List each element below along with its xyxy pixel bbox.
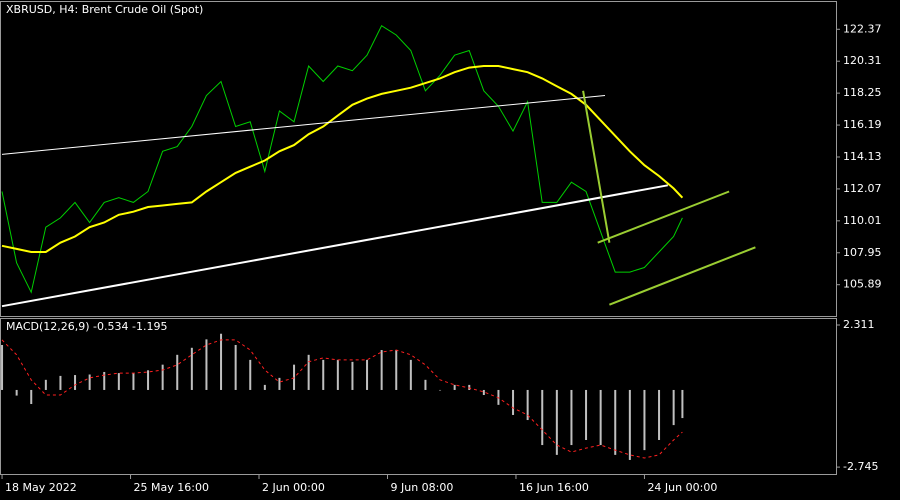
macd-title: MACD(12,26,9) -0.534 -1.195 xyxy=(6,320,167,333)
price-line xyxy=(1,65,684,253)
histogram-bar xyxy=(278,377,281,390)
histogram-bar xyxy=(74,375,77,390)
histogram-bar xyxy=(293,364,296,390)
histogram-bar xyxy=(672,389,675,426)
histogram-bar xyxy=(570,389,573,446)
histogram-bar xyxy=(161,364,164,390)
histogram-bar xyxy=(512,389,515,415)
histogram-bar xyxy=(453,384,456,390)
y-tick-label: 114.13 xyxy=(843,150,882,163)
y-tick-label: 107.95 xyxy=(843,246,882,259)
y-tick-label: 118.25 xyxy=(843,86,882,99)
histogram-bar xyxy=(526,389,529,421)
histogram-bar xyxy=(681,389,684,419)
y-tick-label: 105.89 xyxy=(843,278,882,291)
histogram-bar xyxy=(541,389,544,446)
y-tick-label: 120.31 xyxy=(843,54,882,67)
histogram-bar xyxy=(88,374,91,390)
histogram-bar xyxy=(103,371,106,390)
histogram-bar xyxy=(658,389,661,440)
x-tick-label: 18 May 2022 xyxy=(5,481,77,494)
histogram-bar xyxy=(44,379,47,390)
histogram-bar xyxy=(614,389,617,455)
trend-line xyxy=(582,90,611,243)
histogram-bar xyxy=(424,379,427,390)
histogram-bar xyxy=(322,359,325,390)
histogram-bar xyxy=(15,389,18,396)
y-tick-label: 116.19 xyxy=(843,118,882,131)
y-tick-label: 2.311 xyxy=(843,318,875,331)
histogram-bar xyxy=(132,373,135,390)
histogram-bar xyxy=(176,354,179,390)
histogram-bar xyxy=(190,347,193,390)
x-tick-label: 2 Jun 00:00 xyxy=(262,481,325,494)
histogram-bar xyxy=(366,359,369,390)
histogram-bar xyxy=(220,333,223,390)
histogram-bar xyxy=(30,389,33,405)
histogram-bar xyxy=(643,389,646,451)
histogram-bar xyxy=(249,359,252,390)
x-tick-label: 9 Jun 08:00 xyxy=(390,481,453,494)
histogram-bar xyxy=(1,344,4,390)
x-tick-label: 16 Jun 16:00 xyxy=(519,481,589,494)
price-title: XBRUSD, H4: Brent Crude Oil (Spot) xyxy=(6,3,203,16)
signal-line xyxy=(1,339,683,459)
trend-line xyxy=(1,184,668,308)
histogram-bar xyxy=(439,389,442,391)
price-line xyxy=(1,24,683,294)
histogram-bar xyxy=(380,350,383,390)
trend-line xyxy=(597,190,730,244)
histogram-bar xyxy=(395,350,398,390)
y-tick-label: 112.07 xyxy=(843,182,882,195)
macd-pane xyxy=(0,318,837,475)
histogram-bar xyxy=(336,359,339,390)
histogram-bar xyxy=(263,384,266,390)
histogram-bar xyxy=(555,389,558,455)
y-tick-label: -2.745 xyxy=(843,460,878,473)
price-pane xyxy=(0,1,837,317)
histogram-bar xyxy=(205,339,208,390)
histogram-bar xyxy=(599,389,602,446)
y-tick-label: 122.37 xyxy=(843,22,882,35)
histogram-bar xyxy=(628,389,631,460)
histogram-bar xyxy=(234,344,237,390)
histogram-bar xyxy=(468,384,471,390)
trend-line xyxy=(1,95,606,155)
histogram-bar xyxy=(482,389,485,396)
trend-line xyxy=(609,246,756,306)
histogram-bar xyxy=(409,359,412,390)
histogram-bar xyxy=(585,389,588,440)
y-tick-label: 110.01 xyxy=(843,214,882,227)
x-tick-label: 24 Jun 00:00 xyxy=(647,481,717,494)
histogram-bar xyxy=(147,370,150,390)
x-tick-label: 25 May 16:00 xyxy=(134,481,209,494)
histogram-bar xyxy=(59,375,62,390)
histogram-bar xyxy=(307,354,310,390)
histogram-bar xyxy=(117,373,120,390)
histogram-bar xyxy=(351,361,354,390)
